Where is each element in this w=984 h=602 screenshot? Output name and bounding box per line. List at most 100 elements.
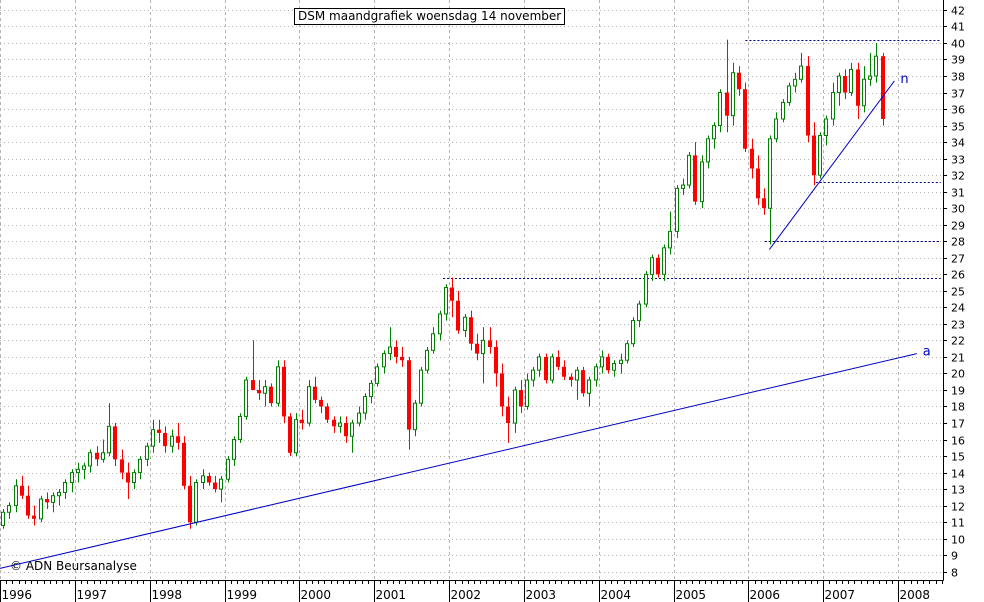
x-tick-label: 2001 bbox=[376, 588, 407, 602]
candle-body-up bbox=[350, 422, 354, 437]
candle-body-up bbox=[650, 257, 654, 275]
candle-body-down bbox=[163, 432, 167, 447]
candle-body-down bbox=[400, 356, 404, 361]
copyright-label: © ADN Beursanalyse bbox=[10, 559, 137, 573]
candle-body-down bbox=[519, 389, 523, 407]
candle-body-up bbox=[413, 402, 417, 431]
candle-body-up bbox=[244, 379, 248, 417]
y-tick-label: 33 bbox=[951, 154, 965, 167]
candle-body-down bbox=[843, 76, 847, 93]
candle-body-down bbox=[120, 459, 124, 473]
candle-body-down bbox=[288, 416, 292, 453]
candle-body-down bbox=[20, 485, 24, 496]
candle-body-up bbox=[768, 138, 772, 209]
candle-body-up bbox=[631, 320, 635, 345]
x-tick-label: 1999 bbox=[227, 588, 258, 602]
candle-body-down bbox=[213, 482, 217, 490]
candle-body-up bbox=[675, 187, 679, 232]
candle-body-up bbox=[194, 482, 198, 523]
candle-body-up bbox=[63, 482, 67, 493]
candle-body-up bbox=[431, 333, 435, 351]
candle-body-up bbox=[357, 412, 361, 424]
candle-body-up bbox=[550, 356, 554, 381]
candle-body-up bbox=[531, 369, 535, 381]
candle-body-up bbox=[76, 468, 80, 474]
candle-body-up bbox=[612, 363, 616, 371]
candle-body-down bbox=[725, 92, 729, 116]
candle-body-down bbox=[656, 257, 660, 275]
candle-body-down bbox=[475, 343, 479, 354]
candle-body-down bbox=[332, 419, 336, 427]
candle-body-up bbox=[644, 273, 648, 305]
candle-body-up bbox=[138, 458, 142, 474]
candle-body-down bbox=[282, 366, 286, 417]
candle-body-up bbox=[837, 75, 841, 94]
x-tick-label: 1998 bbox=[152, 588, 183, 602]
candle-body-up bbox=[718, 92, 722, 127]
x-tick-label: 2004 bbox=[601, 588, 632, 602]
candle-body-up bbox=[831, 92, 835, 120]
candle-body-down bbox=[344, 423, 348, 437]
y-tick-label: 28 bbox=[951, 236, 965, 249]
candle-body-down bbox=[606, 356, 610, 371]
candle-body-up bbox=[369, 382, 373, 398]
candle-body-up bbox=[700, 161, 704, 203]
candle-body-down bbox=[126, 472, 130, 483]
horizontal-levels bbox=[443, 40, 941, 279]
candle-body-down bbox=[394, 347, 398, 357]
candle-body-up bbox=[668, 230, 672, 249]
y-tick-label: 13 bbox=[951, 484, 965, 497]
x-tick-label: 2007 bbox=[825, 588, 856, 602]
candle-body-up bbox=[375, 366, 379, 384]
candle-body-up bbox=[862, 78, 866, 107]
candle-body-down bbox=[407, 360, 411, 430]
x-axis-ticks: 1996 1997 1998 1999 2000 2001 2002 2003 2004 2005… bbox=[0, 580, 943, 602]
y-tick-label: 34 bbox=[951, 137, 965, 150]
candle-body-up bbox=[575, 369, 579, 381]
candle-body-up bbox=[793, 78, 797, 87]
candle-body-up bbox=[481, 339, 485, 355]
y-tick-label: 42 bbox=[951, 5, 965, 18]
x-tick-label: 2000 bbox=[301, 588, 332, 602]
x-tick-label: 1997 bbox=[77, 588, 108, 602]
candle-body-up bbox=[226, 458, 230, 480]
candle-body-down bbox=[450, 287, 454, 301]
candle-body-up bbox=[57, 491, 61, 497]
y-tick-label: 9 bbox=[951, 550, 958, 563]
candle-body-up bbox=[101, 452, 105, 460]
candle-body-up bbox=[625, 343, 629, 361]
y-axis-ticks: 8 9 10 11 12 13 14 15 16 17 18 19 20 21 22 23 24 25 26 27 28… bbox=[943, 5, 965, 580]
candle-body-down bbox=[581, 370, 585, 394]
y-tick-label: 35 bbox=[951, 121, 965, 134]
y-tick-label: 31 bbox=[951, 187, 965, 200]
candle-body-down bbox=[569, 376, 573, 381]
candle-body-up bbox=[39, 498, 43, 520]
y-tick-label: 19 bbox=[951, 385, 965, 398]
candle-body-up bbox=[7, 505, 11, 513]
candle-body-up bbox=[681, 184, 685, 189]
candle-body-down bbox=[806, 66, 810, 136]
axes bbox=[0, 0, 944, 581]
y-tick-label: 27 bbox=[951, 253, 965, 266]
candle-body-up bbox=[132, 472, 136, 484]
candle-body-up bbox=[82, 465, 86, 470]
candle-body-up bbox=[849, 68, 853, 94]
candle-body-up bbox=[388, 346, 392, 355]
candle-body-up bbox=[781, 101, 785, 120]
candle-body-up bbox=[51, 495, 55, 503]
candle-body-down bbox=[113, 426, 117, 460]
candle-body-up bbox=[824, 118, 828, 136]
candle-body-up bbox=[787, 85, 791, 103]
candle-body-down bbox=[456, 300, 460, 331]
y-tick-label: 17 bbox=[951, 418, 965, 431]
y-tick-label: 12 bbox=[951, 501, 965, 514]
candle-body-down bbox=[762, 198, 766, 209]
grid-lines bbox=[0, 0, 943, 580]
candle-body-down bbox=[300, 419, 304, 424]
candle-body-up bbox=[294, 419, 298, 454]
y-tick-label: 21 bbox=[951, 352, 965, 365]
candle-body-up bbox=[70, 472, 74, 484]
candle-body-down bbox=[743, 89, 747, 149]
candle-body-up bbox=[170, 435, 174, 447]
